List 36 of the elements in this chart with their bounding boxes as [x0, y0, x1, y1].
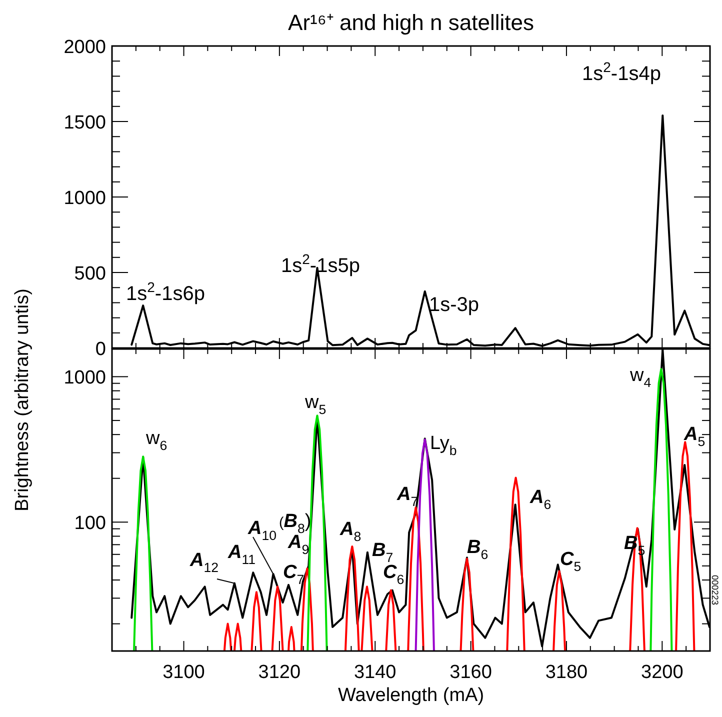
y-tick-label: 100: [74, 513, 106, 534]
annotation: 1s$^{2}$-1s5p: [281, 250, 360, 277]
annotation: A$_{12}$: [189, 550, 219, 575]
y-axis-title: Brightness (arbitrary untis): [12, 288, 33, 512]
x-tick-label: 3180: [545, 662, 588, 683]
annotation: w$_{4}$: [629, 365, 652, 390]
y-tick-label: 1500: [64, 112, 106, 134]
annotation: A$_{11}$: [227, 542, 256, 567]
annotation: Ly$_{b}$: [430, 433, 457, 458]
x-tick-label: 3100: [162, 662, 205, 683]
x-tick-label: 3200: [641, 662, 684, 683]
annotation: C$_{7}$: [283, 562, 304, 587]
x-tick-label: 3120: [258, 662, 301, 683]
y-tick-label: 1000: [64, 188, 106, 209]
x-tick-label: 3140: [354, 662, 396, 683]
annotation: B$_{6}$: [467, 537, 488, 562]
annotation: B$_{7}$: [372, 540, 394, 565]
y-tick-label: 0: [95, 339, 106, 360]
annotation: A$_{10}$: [247, 518, 277, 543]
annotation: 1s$^{2}$-1s4p: [582, 58, 661, 85]
x-tick-label: 3160: [450, 662, 492, 683]
annotation: C$_{6}$: [383, 562, 404, 587]
annotation: 000223: [710, 574, 720, 606]
annotation: 1s-3p: [429, 294, 480, 316]
y-tick-label: 1000: [64, 368, 106, 389]
annotation: C$_{5}$: [560, 549, 582, 574]
x-axis-title: Wavelength (mA): [338, 685, 484, 706]
annotation: A$_{6}$: [529, 487, 552, 512]
annotation: w$_{5}$: [304, 392, 326, 417]
chart-title: Ar¹⁶⁺ and high n satellites: [288, 10, 534, 35]
annotation: A$_{5}$: [683, 424, 706, 449]
y-tick-label: 500: [74, 264, 106, 284]
annotation: w$_{6}$: [145, 428, 168, 453]
annotation: 1s$^{2}$-1s6p: [126, 278, 205, 305]
y-tick-label: 2000: [64, 37, 106, 58]
annotation: A$_{8}$: [339, 519, 362, 544]
